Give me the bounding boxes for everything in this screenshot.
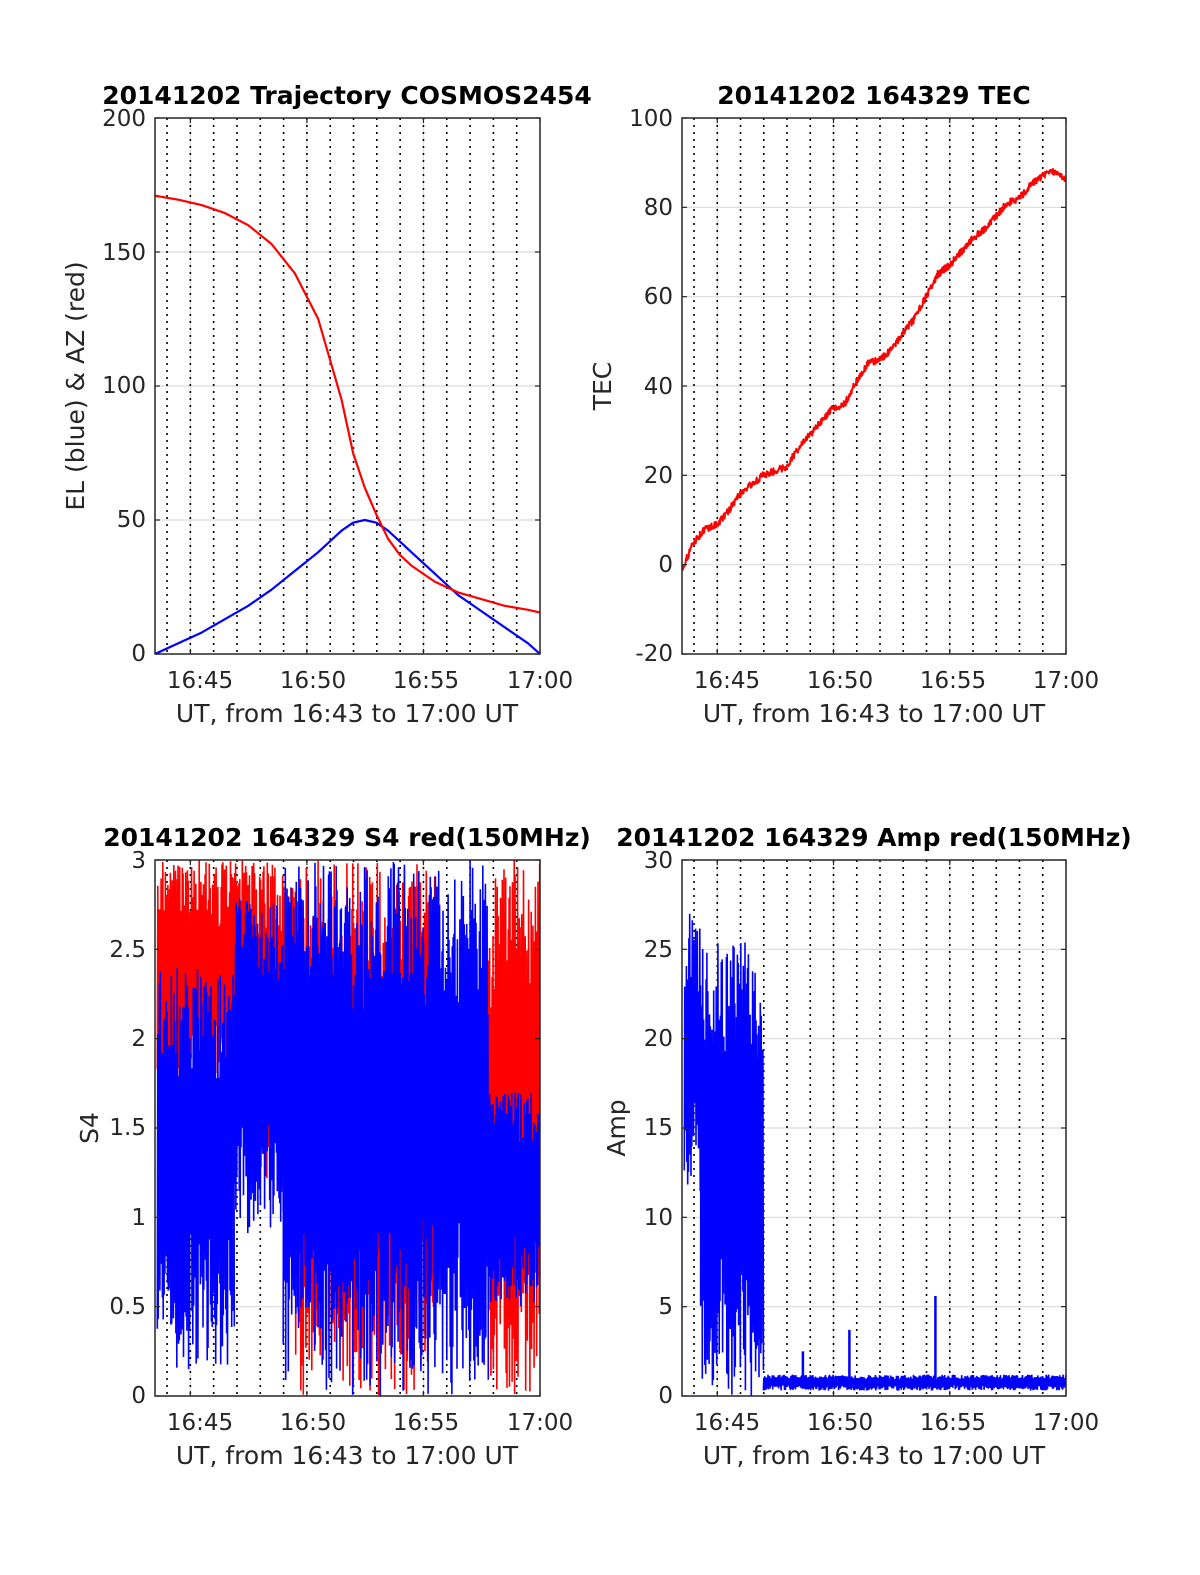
y-tick-label: 0.5 (109, 1294, 146, 1320)
y-tick-label: 0 (131, 641, 146, 667)
series-line-el (155, 518, 540, 654)
x-axis-label-amp: UT, from 16:43 to 17:00 UT (703, 1441, 1046, 1470)
y-tick-label: 5 (658, 1294, 673, 1320)
series-trace-amp (762, 1374, 1066, 1391)
y-tick-label: 100 (102, 373, 146, 399)
y-tick-label: 2.5 (109, 937, 146, 963)
y-tick-label: 0 (658, 1383, 673, 1409)
y-tick-label: 50 (117, 507, 146, 533)
y-tick-label: 25 (644, 937, 673, 963)
chart-title-tec: 20141202 164329 TEC (717, 81, 1030, 110)
x-axis-label-trajectory: UT, from 16:43 to 17:00 UT (176, 699, 519, 728)
series-trace-s4_blue (282, 862, 354, 1395)
x-tick-label: 16:55 (393, 668, 459, 694)
plot-area-amp (681, 859, 1067, 1397)
y-tick-label: 60 (644, 284, 673, 310)
x-tick-label: 16:45 (694, 668, 760, 694)
panel-s4: 20141202 164329 S4 red(150MHz) S4 UT, fr… (75, 823, 591, 1470)
chart-title-amp: 20141202 164329 Amp red(150MHz) (616, 823, 1132, 852)
plot-area-tec (681, 117, 1067, 655)
x-tick-label: 16:50 (280, 668, 346, 694)
y-tick-label: 40 (644, 374, 673, 400)
x-axis-label-s4: UT, from 16:43 to 17:00 UT (176, 1441, 519, 1470)
x-tick-label: 16:50 (807, 668, 873, 694)
y-tick-label: 1.5 (109, 1115, 146, 1141)
y-tick-label: 100 (629, 106, 673, 132)
x-tick-label: 17:00 (507, 668, 573, 694)
x-axis-label-tec: UT, from 16:43 to 17:00 UT (703, 699, 1046, 728)
series-trace-amp (683, 913, 702, 1192)
data-layer (683, 913, 1066, 1396)
y-tick-label: 200 (102, 106, 146, 132)
series-trace-s4_blue (422, 861, 490, 1395)
y-tick-label: 10 (644, 1205, 673, 1231)
y-tick-label: 15 (644, 1115, 673, 1141)
plot-area-s4 (154, 859, 541, 1397)
data-layer (682, 168, 1066, 572)
series-trace-amp (755, 1002, 765, 1378)
x-tick-label: 17:00 (1033, 1410, 1099, 1436)
y-tick-label: 3 (131, 848, 146, 874)
y-tick-label: 1 (131, 1205, 146, 1231)
y-axis-label-s4: S4 (75, 1112, 104, 1144)
y-axis-label-amp: Amp (602, 1099, 631, 1156)
y-tick-label: 30 (644, 848, 673, 874)
series-trace-amp (699, 942, 758, 1396)
y-axis-label-tec: TEC (588, 362, 617, 412)
y-tick-label: 0 (131, 1383, 146, 1409)
panel-amp: 20141202 164329 Amp red(150MHz) Amp UT, … (602, 823, 1132, 1470)
data-layer (156, 860, 540, 1396)
chart-title-s4: 20141202 164329 S4 red(150MHz) (103, 823, 591, 852)
chart-title-trajectory: 20141202 Trajectory COSMOS2454 (102, 81, 592, 110)
series-trace-s4_blue (352, 861, 424, 1396)
plot-area-trajectory (154, 117, 541, 655)
panel-tec: 20141202 164329 TEC TEC UT, from 16:43 t… (588, 81, 1099, 728)
x-tick-label: 16:55 (393, 1410, 459, 1436)
series-line-tec (682, 168, 1066, 572)
x-tick-label: 17:00 (1033, 668, 1099, 694)
y-tick-label: 20 (644, 1026, 673, 1052)
y-tick-label: 2 (131, 1026, 146, 1052)
x-tick-label: 16:45 (694, 1410, 760, 1436)
panel-trajectory: 20141202 Trajectory COSMOS2454 EL (blue)… (61, 81, 592, 728)
y-tick-label: 20 (644, 463, 673, 489)
series-trace-s4_blue (487, 1092, 540, 1307)
x-tick-label: 16:45 (167, 1410, 233, 1436)
data-layer (155, 194, 540, 654)
y-tick-label: 150 (102, 240, 146, 266)
x-tick-label: 16:55 (920, 1410, 986, 1436)
x-tick-label: 16:50 (807, 1410, 873, 1436)
x-tick-label: 16:45 (167, 668, 233, 694)
series-trace-s4_blue (233, 898, 285, 1234)
y-tick-label: 80 (644, 195, 673, 221)
y-tick-label: -20 (635, 641, 673, 667)
x-tick-label: 17:00 (507, 1410, 573, 1436)
y-axis-label-trajectory: EL (blue) & AZ (red) (61, 261, 90, 510)
x-tick-label: 16:50 (280, 1410, 346, 1436)
y-tick-label: 0 (658, 552, 673, 578)
series-trace-s4_blue (156, 967, 236, 1370)
series-line-az (155, 194, 540, 614)
x-tick-label: 16:55 (920, 668, 986, 694)
